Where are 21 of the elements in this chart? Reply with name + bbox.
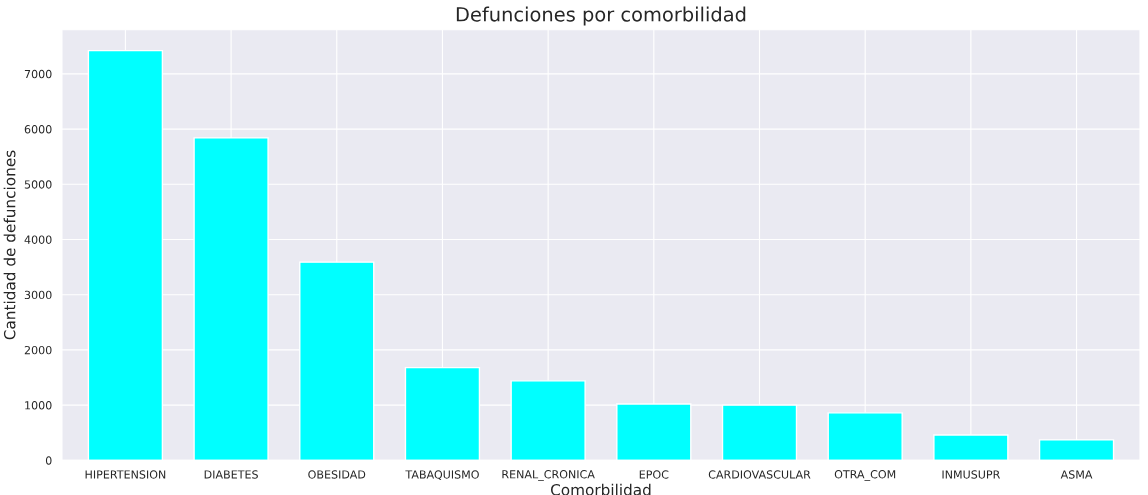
y-tick-label: 7000 [24, 69, 52, 79]
x-tick-label: OTRA_COM [834, 470, 896, 481]
y-tick-label: 0 [45, 456, 52, 465]
x-tick-label: HIPERTENSION [85, 470, 166, 479]
x-tick-label: RENAL_CRONICA [502, 470, 595, 481]
x-tick-label: CARDIOVASCULAR [708, 470, 811, 479]
y-axis-title: Cantidad de defunciones [3, 150, 16, 340]
y-tick-label: 6000 [24, 125, 52, 134]
x-tick-label: ASMA [1060, 470, 1093, 479]
x-tick-label: TABAQUISMO [405, 470, 479, 480]
x-axis-title: Comorbilidad [550, 483, 651, 495]
y-tick-label: 4000 [24, 235, 52, 244]
x-tick-label: OBESIDAD [308, 470, 366, 479]
y-tick-label: 2000 [24, 345, 52, 355]
x-tick-label: DIABETES [204, 470, 258, 479]
x-tick-label: INMUSUPR [942, 470, 1001, 479]
y-tick-label: 1000 [25, 401, 52, 410]
y-tick-label: 5000 [24, 180, 52, 189]
chart-title: Defunciones por comorbilidad [456, 6, 746, 26]
x-tick-label: EPOC [639, 470, 669, 479]
y-tick-label: 3000 [24, 290, 52, 300]
